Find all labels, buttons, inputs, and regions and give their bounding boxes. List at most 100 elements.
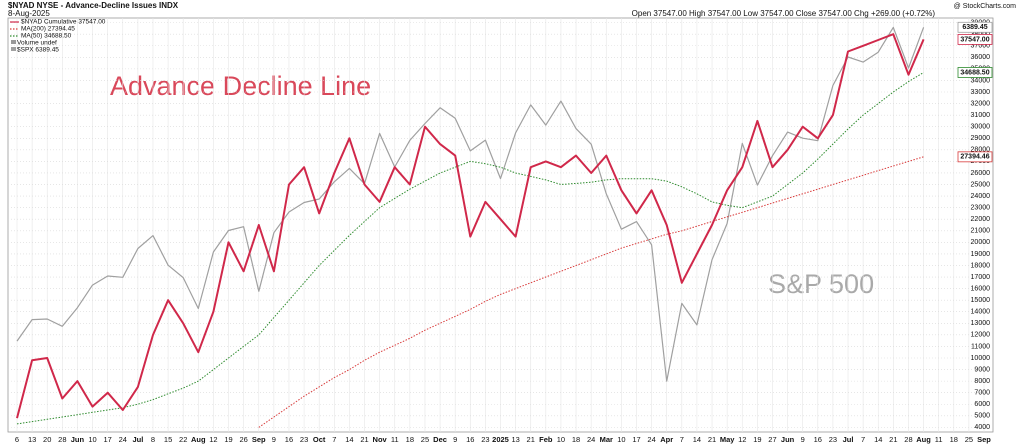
- y-tick-label: 11000: [971, 343, 990, 350]
- y-tick-label: 21000: [971, 228, 991, 235]
- y-tick-label: 37000: [971, 43, 991, 50]
- x-tick-label: 18: [406, 435, 414, 444]
- x-tick-label: 28: [58, 435, 66, 444]
- x-tick-label: 12: [738, 435, 746, 444]
- x-tick-label: 21: [527, 435, 535, 444]
- legend-label: MA(200) 27394.45: [21, 26, 75, 33]
- x-tick-label: 16: [285, 435, 293, 444]
- x-tick-label: Jul: [843, 435, 854, 444]
- x-tick-label: 23: [829, 435, 837, 444]
- y-tick-label: 22000: [971, 216, 991, 223]
- x-tick-label: Sep: [252, 435, 266, 444]
- annotation: S&P 500: [768, 269, 874, 299]
- y-tick-label: 30000: [971, 124, 991, 131]
- x-tick-label: 24: [587, 435, 595, 444]
- value-tag: 6389.45: [962, 24, 987, 31]
- x-tick-label: 14: [345, 435, 353, 444]
- x-tick-label: Mar: [600, 435, 613, 444]
- x-tick-label: 24: [119, 435, 127, 444]
- legend-swatch: [11, 47, 16, 51]
- legend-swatch: [11, 40, 16, 44]
- x-tick-label: Dec: [433, 435, 447, 444]
- x-tick-label: 13: [511, 435, 519, 444]
- x-tick-label: 9: [453, 435, 457, 444]
- y-tick-label: 28000: [971, 147, 991, 154]
- x-tick-label: 23: [300, 435, 308, 444]
- y-tick-label: 36000: [971, 54, 991, 61]
- y-tick-label: 18000: [971, 262, 991, 269]
- y-tick-label: 26000: [971, 170, 991, 177]
- x-tick-label: 28: [904, 435, 912, 444]
- x-tick-label: 10: [557, 435, 565, 444]
- y-tick-label: 24000: [971, 193, 991, 200]
- x-tick-label: 11: [391, 435, 399, 444]
- x-tick-label: 17: [632, 435, 640, 444]
- x-tick-label: 18: [950, 435, 958, 444]
- source: @ StockCharts.com: [954, 3, 1017, 10]
- y-tick-label: 23000: [971, 204, 991, 211]
- y-tick-label: 20000: [971, 239, 991, 246]
- x-tick-label: Jun: [781, 435, 795, 444]
- x-tick-label: 27: [768, 435, 776, 444]
- legend-label: $NYAD Cumulative 37547.00: [21, 19, 106, 26]
- chart-date: 8-Aug-2025: [8, 9, 50, 18]
- series-line: [16, 72, 924, 425]
- x-tick-label: 7: [680, 435, 684, 444]
- y-tick-label: 19000: [971, 251, 991, 258]
- x-tick-label: 18: [572, 435, 580, 444]
- y-tick-label: 29000: [971, 135, 991, 142]
- x-tick-label: 10: [88, 435, 96, 444]
- value-tag: 37547.00: [960, 36, 989, 43]
- legend-label: MA(50) 34688.50: [21, 33, 72, 40]
- x-tick-label: Jun: [71, 435, 85, 444]
- x-tick-label: 24: [647, 435, 655, 444]
- y-tick-label: 16000: [971, 285, 991, 292]
- y-tick-label: 32000: [971, 100, 991, 107]
- x-tick-label: 14: [693, 435, 701, 444]
- x-tick-label: 15: [164, 435, 172, 444]
- value-tag-box: [957, 21, 993, 33]
- quote: Open 37547.00 High 37547.00 Low 37547.00…: [632, 9, 936, 18]
- x-tick-label: 19: [753, 435, 761, 444]
- y-tick-label: 8000: [974, 378, 990, 385]
- x-tick-label: Feb: [539, 435, 553, 444]
- x-tick-label: 23: [481, 435, 489, 444]
- x-tick-label: 16: [814, 435, 822, 444]
- value-tag: 34688.50: [960, 69, 989, 76]
- x-tick-label: Oct: [313, 435, 326, 444]
- value-tag-box: [957, 67, 993, 78]
- x-tick-label: 25: [421, 435, 429, 444]
- x-tick-label: Aug: [191, 435, 206, 444]
- x-tick-label: 16: [466, 435, 474, 444]
- x-tick-label: Nov: [373, 435, 388, 444]
- value-tag-box: [957, 34, 993, 45]
- y-tick-label: 33000: [971, 89, 991, 96]
- x-tick-label: 14: [874, 435, 882, 444]
- y-tick-label: 14000: [971, 309, 991, 316]
- legend-label: Volume undef: [17, 40, 57, 47]
- x-tick-label: Aug: [916, 435, 931, 444]
- x-tick-label: 8: [151, 435, 155, 444]
- x-tick-label: 9: [272, 435, 276, 444]
- x-tick-label: 25: [965, 435, 973, 444]
- annotation: Advance Decline Line: [110, 71, 371, 101]
- x-tick-label: 19: [224, 435, 232, 444]
- x-tick-label: 12: [209, 435, 217, 444]
- x-tick-label: 2025: [492, 435, 509, 444]
- x-tick-label: 21: [708, 435, 716, 444]
- x-tick-label: Jul: [132, 435, 143, 444]
- value-tag: 27394.46: [960, 154, 989, 161]
- chart-title: $NYAD NYSE - Advance-Decline Issues INDX: [8, 1, 179, 10]
- x-tick-label: Sep: [977, 435, 991, 444]
- y-tick-label: 7000: [974, 390, 990, 397]
- x-tick-label: 10: [617, 435, 625, 444]
- y-tick-label: 6000: [974, 401, 990, 408]
- legend-label: $SPX 6389.45: [17, 47, 59, 54]
- x-tick-label: 9: [801, 435, 805, 444]
- y-tick-label: 4000: [974, 424, 990, 431]
- x-tick-label: 13: [28, 435, 36, 444]
- x-tick-label: 17: [103, 435, 111, 444]
